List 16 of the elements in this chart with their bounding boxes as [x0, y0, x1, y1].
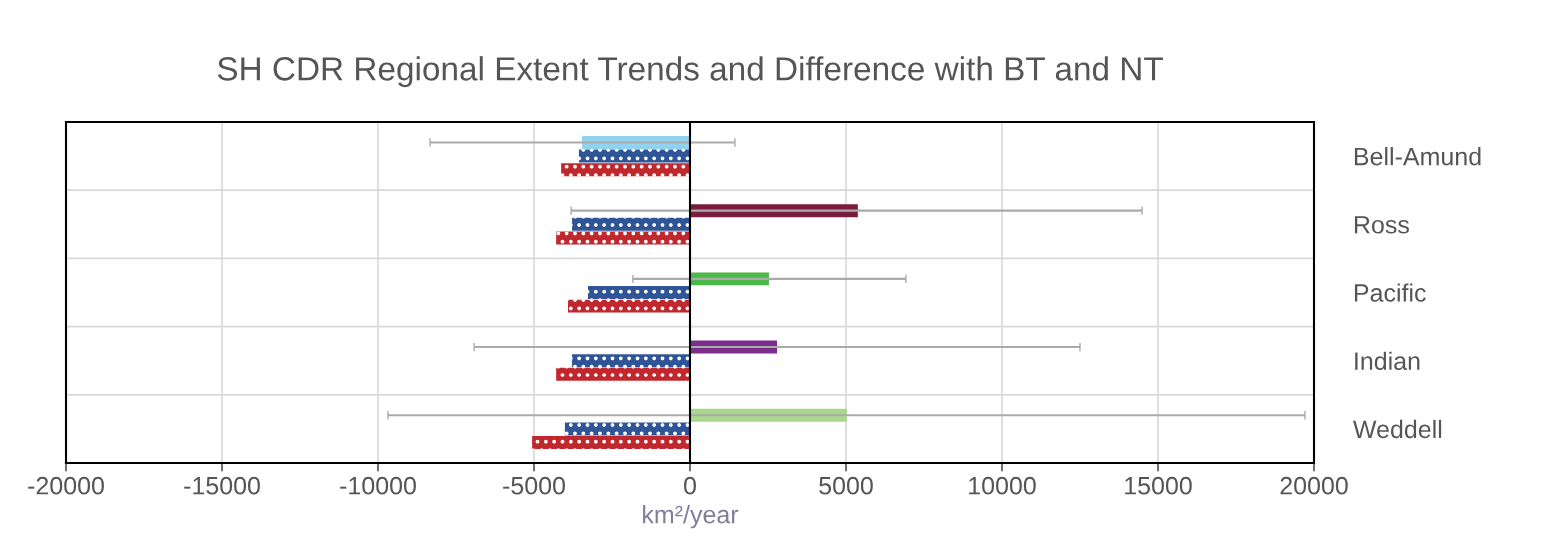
y-tick-label: Weddell — [1353, 419, 1442, 439]
y-tick-label: Bell-Amund — [1354, 147, 1481, 166]
x-axis-title: km²/year — [643, 505, 739, 529]
x-tick-label: -15000 — [184, 476, 260, 495]
x-tick-label: -5000 — [503, 476, 565, 495]
y-tick-label: Indian — [1355, 351, 1420, 370]
x-tick-label: 0 — [684, 476, 696, 495]
x-tick-label: 15000 — [1125, 476, 1192, 495]
x-tick-label: 5000 — [819, 476, 873, 495]
x-tick-label: -20000 — [28, 476, 104, 495]
y-tick-label: Pacific — [1354, 283, 1426, 302]
chart-title: SH CDR Regional Extent Trends and Difference with BT and NT — [217, 56, 1163, 88]
x-tick-label: -10000 — [340, 476, 416, 495]
x-tick-label: 10000 — [969, 476, 1036, 495]
x-tick-label: 20000 — [1280, 476, 1348, 495]
y-tick-label: Ross — [1354, 216, 1409, 234]
